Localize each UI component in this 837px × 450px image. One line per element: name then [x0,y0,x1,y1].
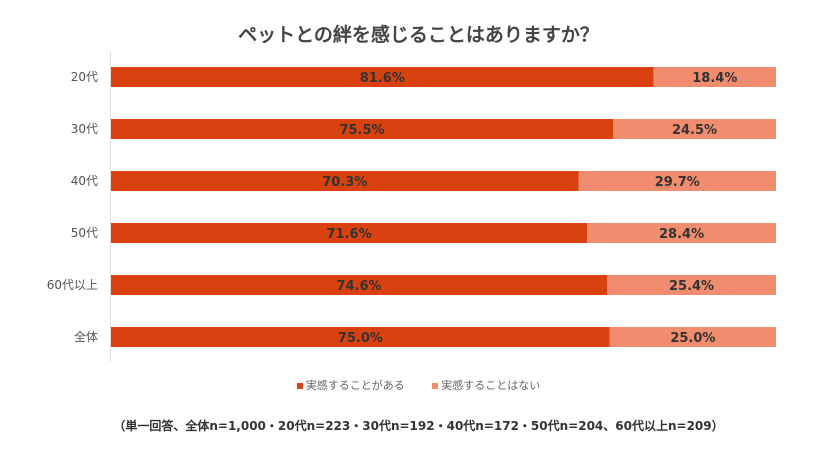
bar-segment [587,223,776,243]
category-label: 30代 [71,122,98,136]
bar-segment [111,275,608,295]
bar-segment [609,327,776,347]
category-label: 60代以上 [47,278,98,292]
bar-segment [653,67,776,87]
data-label: 29.7% [655,175,700,190]
data-label: 81.6% [360,71,405,86]
category-label: 全体 [74,329,98,344]
legend-swatch [296,383,303,389]
legend-swatch [432,383,439,389]
bar-segment [111,223,588,243]
category-label: 50代 [71,226,98,240]
data-label: 28.4% [659,227,704,242]
bar-segment [607,275,776,295]
legend-item: 実感することがある [296,377,405,393]
data-label: 75.5% [339,123,384,138]
category-label: 40代 [71,174,98,188]
legend-label: 実感することはない [441,379,541,392]
bar-segment [111,67,654,87]
category-label: 20代 [71,70,98,84]
data-label: 25.0% [670,331,715,346]
legend-item: 実感することはない [432,377,540,393]
data-label: 75.0% [338,331,383,346]
data-label: 18.4% [692,71,737,86]
legend-label: 実感することがある [305,379,405,392]
data-label: 25.4% [669,279,714,294]
data-label: 24.5% [672,123,717,138]
data-label: 70.3% [322,175,367,190]
bar-segment [613,119,776,139]
bar-segment [111,171,579,191]
bar-segment [111,119,614,139]
sample-note: （単一回答、全体n=1,000・20代n=223・30代n=192・40代n=1… [113,419,724,433]
bar-segment [111,327,610,347]
data-label: 71.6% [327,227,372,242]
bar-segment [578,171,776,191]
legend: 実感することがある 実感することはない [0,377,837,393]
data-label: 74.6% [336,279,381,294]
chart-title: ペットとの絆を感じることはありますか？ [238,24,599,46]
